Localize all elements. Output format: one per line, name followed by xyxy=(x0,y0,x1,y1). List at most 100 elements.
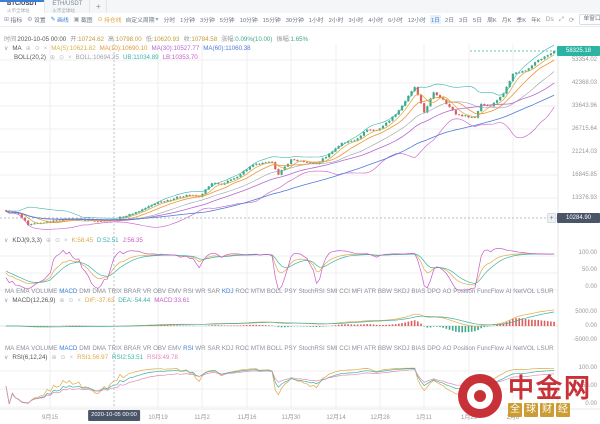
indicator-tab-rsi[interactable]: RSI xyxy=(183,288,194,295)
indicator-tab-atr[interactable]: ATR xyxy=(364,288,377,295)
period-2小时[interactable]: 2小时 xyxy=(328,18,344,24)
period-2日[interactable]: 2日 xyxy=(444,18,454,24)
ma-add-icon[interactable]: ⊕ xyxy=(25,46,31,52)
indicator-tab-dpo[interactable]: DPO xyxy=(427,345,441,352)
indicator-tab-bbw[interactable]: BBW xyxy=(377,288,392,295)
indicator-tab-macd[interactable]: MACD xyxy=(59,345,78,352)
period-3日[interactable]: 3日 xyxy=(459,18,469,24)
indicator-tab-trix[interactable]: TRIX xyxy=(107,345,122,352)
indicator-tab-ao[interactable]: AO xyxy=(442,345,452,352)
kline-style-icon[interactable]: Ds xyxy=(545,15,554,23)
indicator-tab-dpo[interactable]: DPO xyxy=(427,288,441,295)
kdj-collapse-icon[interactable]: ∨ xyxy=(4,238,9,244)
indicator-tab-dma[interactable]: DMA xyxy=(92,288,107,295)
indicator-tab-bias[interactable]: BIAS xyxy=(411,288,426,295)
indicator-tab-bbw[interactable]: BBW xyxy=(377,345,392,352)
indicator-tab-volume[interactable]: VOLUME xyxy=(31,345,58,352)
macd-add-icon[interactable]: ⊕ xyxy=(59,298,65,304)
indicator-tab-kdj[interactable]: KDJ xyxy=(221,288,234,295)
indicator-tab-macd[interactable]: MACD xyxy=(59,288,78,295)
tab-ethusdt[interactable]: ETH/USDT 火币全球站 xyxy=(45,0,91,13)
indicator-tab-ema[interactable]: EMA xyxy=(16,288,30,295)
window-mode-dropdown[interactable]: 单窗口 ▾ xyxy=(579,14,600,25)
indicator-tab-vr[interactable]: VR xyxy=(142,345,152,352)
macd-collapse-icon[interactable]: ∨ xyxy=(4,298,9,304)
indicator-tab-obv[interactable]: OBV xyxy=(153,288,167,295)
refresh-icon[interactable]: ⟳ xyxy=(568,16,575,24)
custom-period-dropdown[interactable]: 自定义周期 ▾ xyxy=(126,15,159,24)
indicator-tab-emv[interactable]: EMV xyxy=(167,345,182,352)
kdj-add-icon[interactable]: ⊕ xyxy=(45,238,52,244)
indicator-tab-bias[interactable]: BIAS xyxy=(411,345,426,352)
indicator-tab-funcflow[interactable]: FuncFlow xyxy=(476,345,504,352)
indicator-tab-skdj[interactable]: SKDJ xyxy=(393,288,410,295)
indicator-tab-obv[interactable]: OBV xyxy=(153,345,167,352)
indicator-tab-mfi[interactable]: MFI xyxy=(351,288,363,295)
position-line-button[interactable]: ⊙ 持仓线 xyxy=(98,15,122,24)
indicator-tab-psy[interactable]: PSY xyxy=(284,345,297,352)
period-6小时[interactable]: 6小时 xyxy=(388,18,403,24)
indicator-tab-boll[interactable]: BOLL xyxy=(266,288,283,295)
indicator-tab-ma[interactable]: MA xyxy=(5,345,15,352)
rsi-collapse-icon[interactable]: ∨ xyxy=(4,355,9,361)
period-1小时[interactable]: 1小时 xyxy=(308,18,324,24)
indicator-tab-dmi[interactable]: DMI xyxy=(79,345,91,352)
indicators-button[interactable]: ⊞ 指标 xyxy=(4,15,22,24)
indicator-tab-skdj[interactable]: SKDJ xyxy=(393,345,410,352)
macd-close-icon[interactable]: × xyxy=(77,298,81,304)
period-12小时[interactable]: 12小时 xyxy=(407,18,426,24)
period-5分钟[interactable]: 5分钟 xyxy=(219,18,235,24)
boll-eye-icon[interactable]: ⊙ xyxy=(59,55,65,61)
boll-add-icon[interactable]: ⊕ xyxy=(50,55,56,61)
period-3分钟[interactable]: 3分钟 xyxy=(199,18,215,24)
period-5日[interactable]: 5日 xyxy=(473,18,483,24)
indicator-tab-ao[interactable]: AO xyxy=(442,288,452,295)
period-3小时[interactable]: 3小时 xyxy=(348,18,364,24)
indicator-tab-sar[interactable]: SAR xyxy=(207,345,221,352)
period-15分钟[interactable]: 15分钟 xyxy=(262,18,281,24)
indicator-tab-ma[interactable]: MA xyxy=(5,288,15,295)
indicator-tab-ema[interactable]: EMA xyxy=(16,345,30,352)
indicator-tab-cci[interactable]: CCI xyxy=(339,345,350,352)
indicator-tab-brar[interactable]: BRAR xyxy=(123,345,141,352)
screenshot-button[interactable]: ▣ 截图 xyxy=(74,15,93,24)
period-年K[interactable]: 年K xyxy=(531,18,541,24)
settings-button[interactable]: ⚙ 设置 xyxy=(27,15,46,24)
indicator-tab-wr[interactable]: WR xyxy=(195,288,206,295)
indicator-tab-position[interactable]: Position xyxy=(453,345,476,352)
indicator-tab-mtm[interactable]: MTM xyxy=(250,288,265,295)
indicator-tab-ai[interactable]: AI xyxy=(505,345,512,352)
indicator-tab-roc[interactable]: ROC xyxy=(235,345,250,352)
period-30分钟[interactable]: 30分钟 xyxy=(285,18,304,24)
indicator-tab-dmi[interactable]: DMI xyxy=(79,288,91,295)
rsi-close-icon[interactable]: × xyxy=(69,355,74,361)
indicator-tab-smi[interactable]: SMI xyxy=(326,345,338,352)
ma-close-icon[interactable]: × xyxy=(43,46,48,52)
draw-button[interactable]: ✎ 画线 xyxy=(51,15,69,24)
indicator-tab-stochrsi[interactable]: StochRSI xyxy=(298,288,325,295)
indicator-tab-funcflow[interactable]: FuncFlow xyxy=(476,288,504,295)
period-4小时[interactable]: 4小时 xyxy=(368,18,384,24)
indicator-tab-mfi[interactable]: MFI xyxy=(351,345,363,352)
add-alert-button[interactable]: + xyxy=(547,213,556,223)
kdj-close-icon[interactable]: × xyxy=(64,238,68,244)
indicator-tab-position[interactable]: Position xyxy=(453,288,476,295)
indicator-tab-netvol[interactable]: NetVOL xyxy=(513,345,536,352)
indicator-tab-smi[interactable]: SMI xyxy=(326,288,338,295)
indicator-tab-ai[interactable]: AI xyxy=(505,288,512,295)
fullscreen-icon[interactable]: ⤢ xyxy=(558,15,564,23)
indicator-tab-trix[interactable]: TRIX xyxy=(107,288,122,295)
boll-close-icon[interactable]: × xyxy=(68,55,72,61)
indicator-tab-roc[interactable]: ROC xyxy=(235,288,250,295)
period-10分钟[interactable]: 10分钟 xyxy=(239,18,258,24)
indicator-tab-dma[interactable]: DMA xyxy=(92,345,107,352)
period-分时[interactable]: 分时 xyxy=(163,18,176,24)
rsi-add-icon[interactable]: ⊕ xyxy=(51,355,57,361)
period-周K[interactable]: 周K xyxy=(487,18,497,24)
add-tab-button[interactable]: + xyxy=(90,0,108,13)
period-1分钟[interactable]: 1分钟 xyxy=(180,18,195,24)
indicator-tab-emv[interactable]: EMV xyxy=(167,288,182,295)
indicator-tab-vr[interactable]: VR xyxy=(142,288,152,295)
indicator-tab-cci[interactable]: CCI xyxy=(339,288,350,295)
indicator-tab-volume[interactable]: VOLUME xyxy=(31,288,58,295)
